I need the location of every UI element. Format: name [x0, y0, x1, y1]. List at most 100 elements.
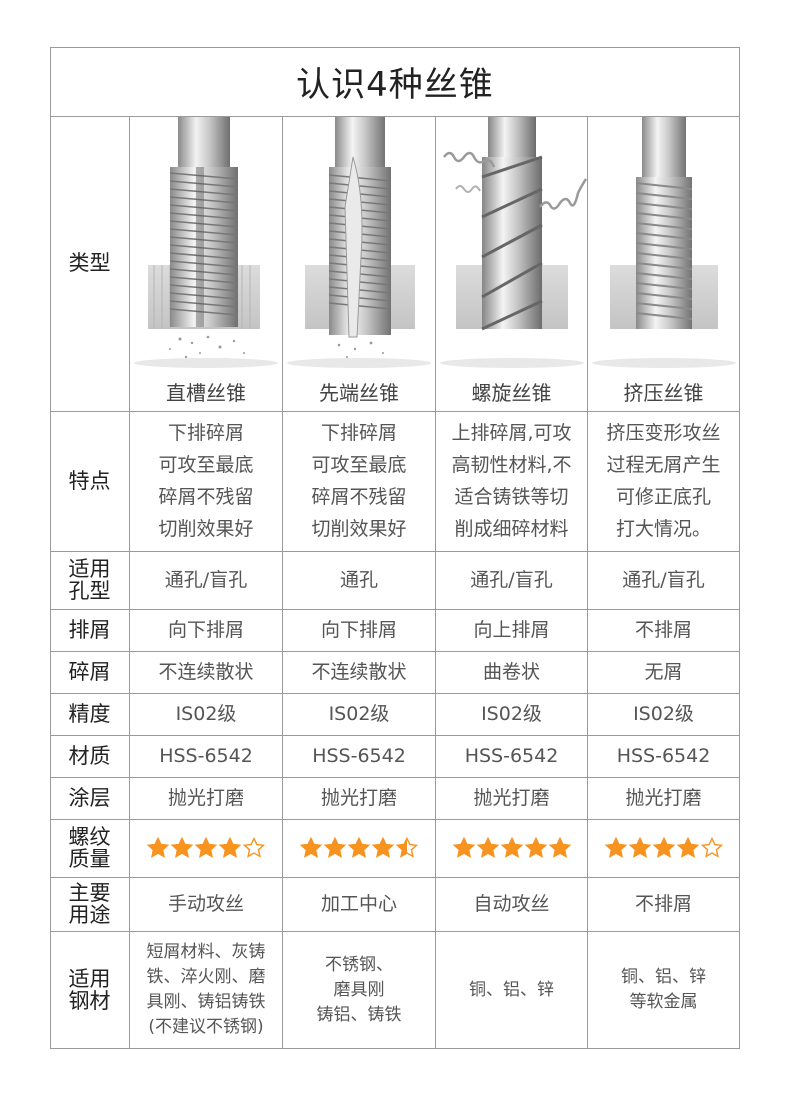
star-icon [195, 837, 217, 858]
feature-cell: 下排碎屑 可攻至最底 碎屑不残留 切削效果好 [130, 411, 282, 551]
star-icon [348, 837, 370, 858]
steel-cell: 铜、铝、锌 等软金属 [588, 931, 739, 1049]
feature-line: 可攻至最底 [311, 454, 407, 476]
feature-line: 适合铸铁等切 [454, 486, 569, 508]
feature-line: 下排碎屑 [167, 422, 244, 444]
star-icon [628, 837, 651, 858]
feature-line: 碎屑不残留 [311, 486, 407, 508]
row-label-material: 材质 [68, 743, 111, 768]
row-label-precision: 精度 [68, 701, 111, 726]
row-label-chip-dir: 排屑 [68, 617, 111, 642]
star-icon [524, 837, 547, 858]
star-icon [147, 837, 169, 858]
feature-line: 打大情况。 [615, 518, 711, 540]
tap-illustration [588, 117, 739, 375]
steel-line: (不建议不锈钢) [148, 1017, 264, 1037]
star-icon [476, 837, 499, 858]
tap-illustration [283, 117, 435, 375]
divider [50, 411, 740, 412]
chip-dir-cell: 不排屑 [634, 619, 692, 641]
divider [50, 931, 740, 932]
divider [50, 651, 740, 652]
divider [50, 116, 740, 117]
star-rating [300, 837, 418, 859]
coating-cell: 抛光打磨 [473, 787, 550, 809]
star-icon [500, 837, 523, 858]
chip-shape-cell: 无屑 [644, 661, 683, 683]
star-icon [700, 837, 723, 858]
use-cell: 自动攻丝 [473, 893, 550, 915]
precision-cell: IS02级 [481, 703, 542, 725]
divider [50, 777, 740, 778]
precision-cell: IS02级 [328, 703, 390, 725]
tap-name-spiral: 螺旋丝锥 [471, 381, 552, 405]
divider [50, 609, 740, 610]
steel-line: 短屑材料、灰铸 [146, 942, 266, 962]
star-icon [372, 837, 394, 858]
tap-name-forming: 挤压丝锥 [623, 381, 704, 405]
steel-line: 具刚、铸铝铸铁 [146, 992, 266, 1012]
feature-line: 高韧性材料,不 [451, 454, 572, 476]
star-icon [604, 837, 627, 858]
material-cell: HSS-6542 [159, 745, 253, 767]
divider [282, 116, 283, 1049]
star-icon [171, 837, 193, 858]
precision-cell: IS02级 [633, 703, 694, 725]
quality-cell [283, 819, 435, 877]
chip-dir-cell: 向下排屑 [320, 619, 397, 641]
feature-line: 下排碎屑 [320, 422, 397, 444]
steel-line: 铁、淬火刚、磨 [146, 967, 266, 987]
coating-cell: 抛光打磨 [167, 787, 244, 809]
feature-line: 可修正底孔 [615, 486, 711, 508]
use-cell: 手动攻丝 [167, 893, 244, 915]
feature-line: 切削效果好 [158, 518, 254, 540]
feature-line: 可攻至最底 [158, 454, 254, 476]
steel-line: 磨具刚 [333, 979, 385, 1000]
row-label-coating: 涂层 [68, 785, 111, 810]
steel-line: 等软金属 [629, 992, 698, 1012]
tap-illustration [130, 117, 282, 375]
star-icon [396, 837, 418, 858]
use-cell: 不排屑 [634, 893, 692, 915]
hole-cell: 通孔/盲孔 [164, 569, 248, 591]
star-icon [452, 837, 475, 858]
quality-cell [130, 819, 282, 877]
row-label-feature: 特点 [68, 468, 111, 493]
steel-line: 不锈钢、 [325, 954, 393, 975]
row-label-type: 类型 [68, 251, 111, 276]
feature-cell: 上排碎屑,可攻 高韧性材料,不 适合铸铁等切 削成细碎材料 [436, 411, 587, 551]
chip-shape-cell: 不连续散状 [158, 661, 254, 683]
star-icon [300, 837, 322, 858]
divider [50, 877, 740, 878]
star-icon [652, 837, 675, 858]
quality-cell [436, 819, 587, 877]
star-rating [452, 837, 571, 859]
feature-line: 切削效果好 [311, 518, 407, 540]
chip-dir-cell: 向下排屑 [167, 619, 244, 641]
tap-name-point: 先端丝锥 [319, 381, 399, 405]
feature-line: 碎屑不残留 [158, 486, 254, 508]
feature-line: 过程无屑产生 [606, 454, 721, 476]
feature-cell: 下排碎屑 可攻至最底 碎屑不残留 切削效果好 [283, 411, 435, 551]
feature-line: 上排碎屑,可攻 [451, 422, 572, 444]
material-cell: HSS-6542 [312, 745, 406, 767]
tap-name-straight: 直槽丝锥 [166, 381, 246, 405]
tap-illustration [436, 117, 587, 375]
coating-cell: 抛光打磨 [625, 787, 702, 809]
star-icon [548, 837, 571, 858]
divider [435, 116, 436, 1049]
feature-cell: 挤压变形攻丝 过程无屑产生 可修正底孔 打大情况。 [588, 411, 739, 551]
feature-line: 挤压变形攻丝 [606, 422, 721, 444]
row-label-chip-shape: 碎屑 [68, 659, 111, 684]
feature-line: 削成细碎材料 [454, 518, 569, 540]
star-icon [676, 837, 699, 858]
hole-cell: 通孔 [339, 569, 378, 591]
star-rating [604, 837, 723, 859]
divider [50, 735, 740, 736]
star-rating [147, 837, 265, 859]
row-label-steel: 适用钢材 [68, 966, 111, 1013]
hole-cell: 通孔/盲孔 [470, 569, 553, 591]
steel-cell: 不锈钢、 磨具刚 铸铝、铸铁 [283, 931, 435, 1049]
precision-cell: IS02级 [175, 703, 237, 725]
chip-dir-cell: 向上排屑 [473, 619, 550, 641]
